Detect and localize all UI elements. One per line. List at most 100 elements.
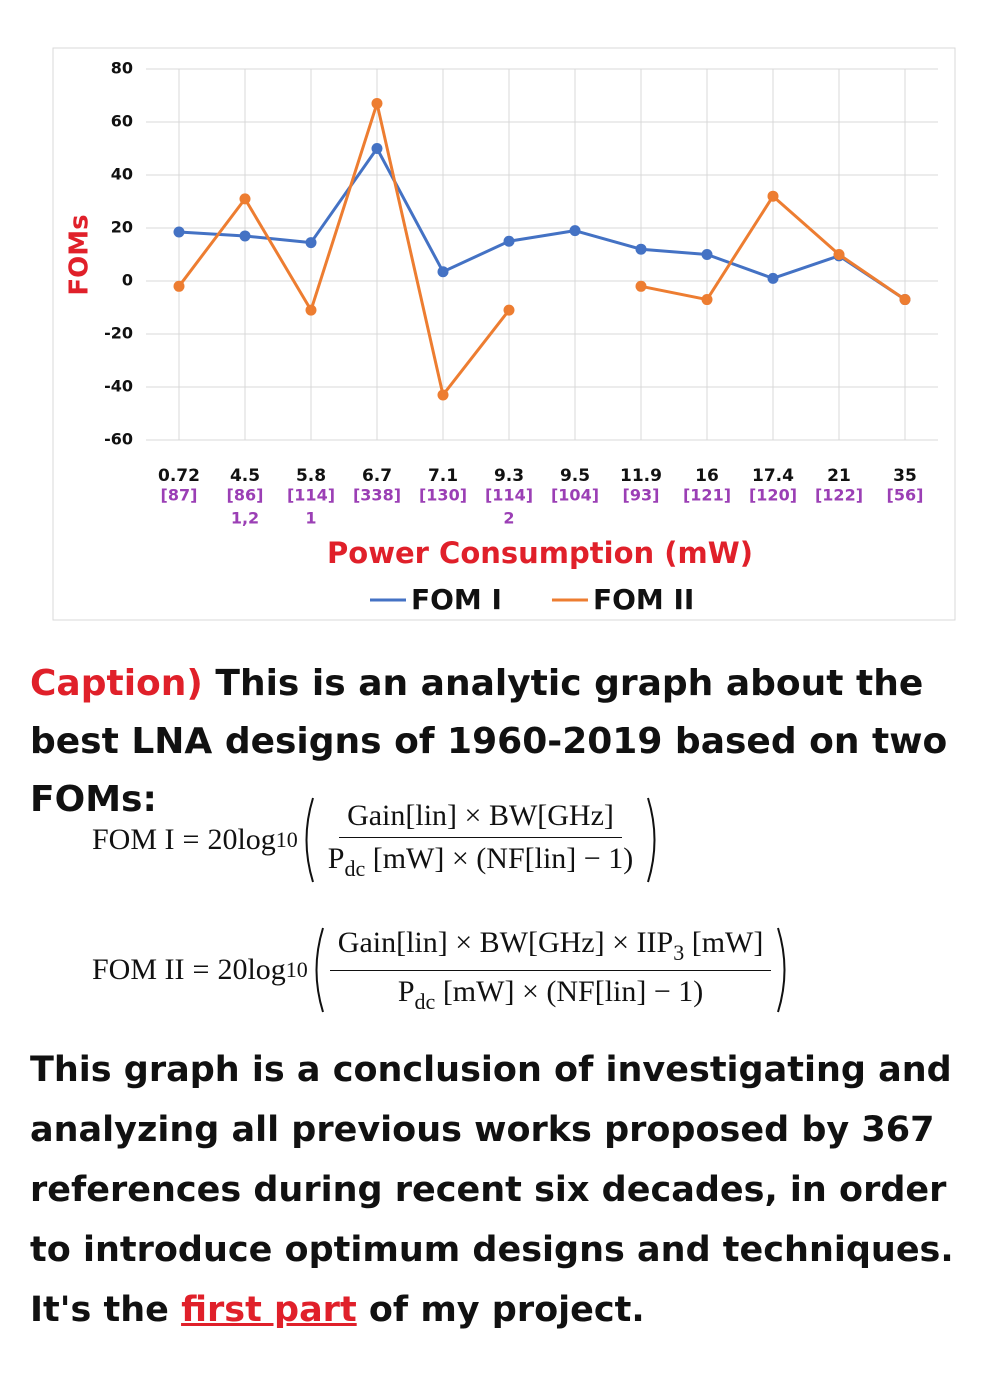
x-tick-label: 0.72 <box>158 466 200 486</box>
denominator-sub: dc <box>414 988 436 1014</box>
paren <box>777 927 786 1013</box>
point <box>239 230 251 242</box>
x-tick-label: 11.9 <box>620 466 662 486</box>
numerator-rest: [mW] <box>691 925 764 959</box>
x-tick-ref: [87] <box>161 486 198 505</box>
numerator: Gain[lin] × BW[GHz] <box>339 799 622 838</box>
point <box>437 266 449 278</box>
body-text-after: of my project. <box>356 1290 645 1330</box>
numerator-text: Gain[lin] × BW[GHz] <box>347 798 614 832</box>
x-tick-ref: [130] <box>419 486 467 505</box>
x-tick-ref: [338] <box>353 486 401 505</box>
point <box>305 304 317 316</box>
point <box>767 190 779 202</box>
formula: FOM II = 20log 10 Gain[lin] × BW[GHz] × I… <box>92 925 793 1015</box>
numerator: Gain[lin] × BW[GHz] × IIP3 [mW] <box>329 925 772 971</box>
y-axis-title: FOMs <box>65 214 95 295</box>
x-tick-label: 5.8 <box>296 466 326 486</box>
x-tick-label: 9.5 <box>560 466 590 486</box>
y-tick-label: 0 <box>122 271 133 290</box>
fraction: Gain[lin] × BW[GHz] Pdc [mW] × (NF[lin] … <box>320 799 641 882</box>
denominator-text: P <box>327 841 345 875</box>
formula-equals: = <box>182 823 200 856</box>
caption: Caption) This is an analytic graph about… <box>30 655 980 829</box>
denominator: Pdc [mW] × (NF[lin] − 1) <box>320 838 641 882</box>
formula-coefficient: 20log <box>217 953 286 986</box>
x-tick-label: 7.1 <box>428 466 458 486</box>
point <box>899 294 911 306</box>
x-tick-ref: [93] <box>623 486 660 505</box>
y-tick-label: 80 <box>111 59 133 78</box>
x-tick-label: 35 <box>893 466 917 486</box>
y-tick-label: -40 <box>104 377 133 396</box>
point <box>701 294 713 306</box>
x-tick-ref: [120] <box>749 486 797 505</box>
paren <box>315 927 324 1013</box>
formula-equals: = <box>192 953 210 986</box>
formula-lhs: FOM II <box>92 953 185 986</box>
point <box>173 280 185 292</box>
fraction: Gain[lin] × BW[GHz] × IIP3 [mW] Pdc [mW]… <box>329 925 772 1015</box>
x-tick-label: 9.3 <box>494 466 524 486</box>
body-text-before: This graph is a conclusion of investigat… <box>30 1050 954 1330</box>
x-tick-ref: [122] <box>815 486 863 505</box>
numerator-text: Gain[lin] × BW[GHz] × IIP <box>337 925 674 959</box>
x-tick-ref: [114] <box>485 486 533 505</box>
point <box>833 249 845 260</box>
numerator-sub: 3 <box>673 939 685 965</box>
x-tick-note: 1 <box>305 509 316 528</box>
x-tick-ref: [114] <box>287 486 335 505</box>
x-tick-label: 17.4 <box>752 466 794 486</box>
x-axis-title: Power Consumption (mW) <box>327 536 753 570</box>
x-tick-ref: [56] <box>887 486 924 505</box>
point <box>635 243 647 255</box>
point <box>173 226 185 238</box>
point <box>635 280 647 292</box>
legend-label: FOM II <box>593 583 694 616</box>
point <box>503 235 515 247</box>
denominator-text: P <box>397 974 415 1008</box>
legend-label: FOM I <box>411 583 502 616</box>
body-text: This graph is a conclusion of investigat… <box>30 1040 985 1340</box>
point <box>305 237 317 249</box>
formula-base: 10 <box>275 827 298 852</box>
point <box>767 272 779 284</box>
y-tick-label: -20 <box>104 324 133 343</box>
paren <box>647 797 656 883</box>
point <box>569 225 581 237</box>
y-tick-label: -60 <box>104 430 133 449</box>
y-tick-label: 60 <box>111 112 133 131</box>
x-tick-ref: [104] <box>551 486 599 505</box>
point <box>371 143 383 154</box>
x-tick-label: 21 <box>827 466 851 486</box>
y-tick-label: 40 <box>111 165 133 184</box>
caption-text: This is an analytic graph about the best… <box>30 663 948 820</box>
x-tick-label: 6.7 <box>362 466 392 486</box>
denominator-sub: dc <box>344 855 366 881</box>
point <box>437 389 449 401</box>
denominator-rest: [mW] × (NF[lin] − 1) <box>442 974 704 1008</box>
x-tick-ref: [86] <box>227 486 264 505</box>
formula: FOM I = 20log 10 Gain[lin] × BW[GHz] Pdc … <box>92 795 663 885</box>
paren <box>305 797 314 883</box>
point <box>503 304 515 316</box>
formula-base: 10 <box>285 957 308 982</box>
x-tick-note: 1,2 <box>231 509 259 528</box>
point <box>371 97 383 109</box>
x-tick-label: 4.5 <box>230 466 260 486</box>
x-tick-ref: [121] <box>683 486 731 505</box>
point <box>239 193 251 205</box>
link[interactable]: first part <box>181 1290 357 1330</box>
formula-coefficient: 20log <box>207 823 276 856</box>
denominator: Pdc [mW] × (NF[lin] − 1) <box>390 971 711 1015</box>
x-tick-label: 16 <box>695 466 719 486</box>
point <box>701 249 713 260</box>
series-line <box>178 147 906 301</box>
caption-label: Caption) <box>30 663 203 704</box>
formula-lhs: FOM I <box>92 823 175 856</box>
y-tick-label: 20 <box>111 218 133 237</box>
chart: FOMs Power Consumption (mW) -60-40-20020… <box>52 47 956 621</box>
x-tick-note: 2 <box>503 509 514 528</box>
denominator-rest: [mW] × (NF[lin] − 1) <box>372 841 634 875</box>
